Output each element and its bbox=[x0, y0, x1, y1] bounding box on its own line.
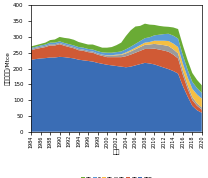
X-axis label: 年份: 年份 bbox=[113, 149, 120, 155]
Y-axis label: 能源消耗量/Mtce: 能源消耗量/Mtce bbox=[5, 52, 10, 85]
Legend: 其他, 电, 燃气, 油品, 煎炭, 生物质: 其他, 电, 燃气, 油品, 煎炭, 生物质 bbox=[79, 175, 154, 178]
